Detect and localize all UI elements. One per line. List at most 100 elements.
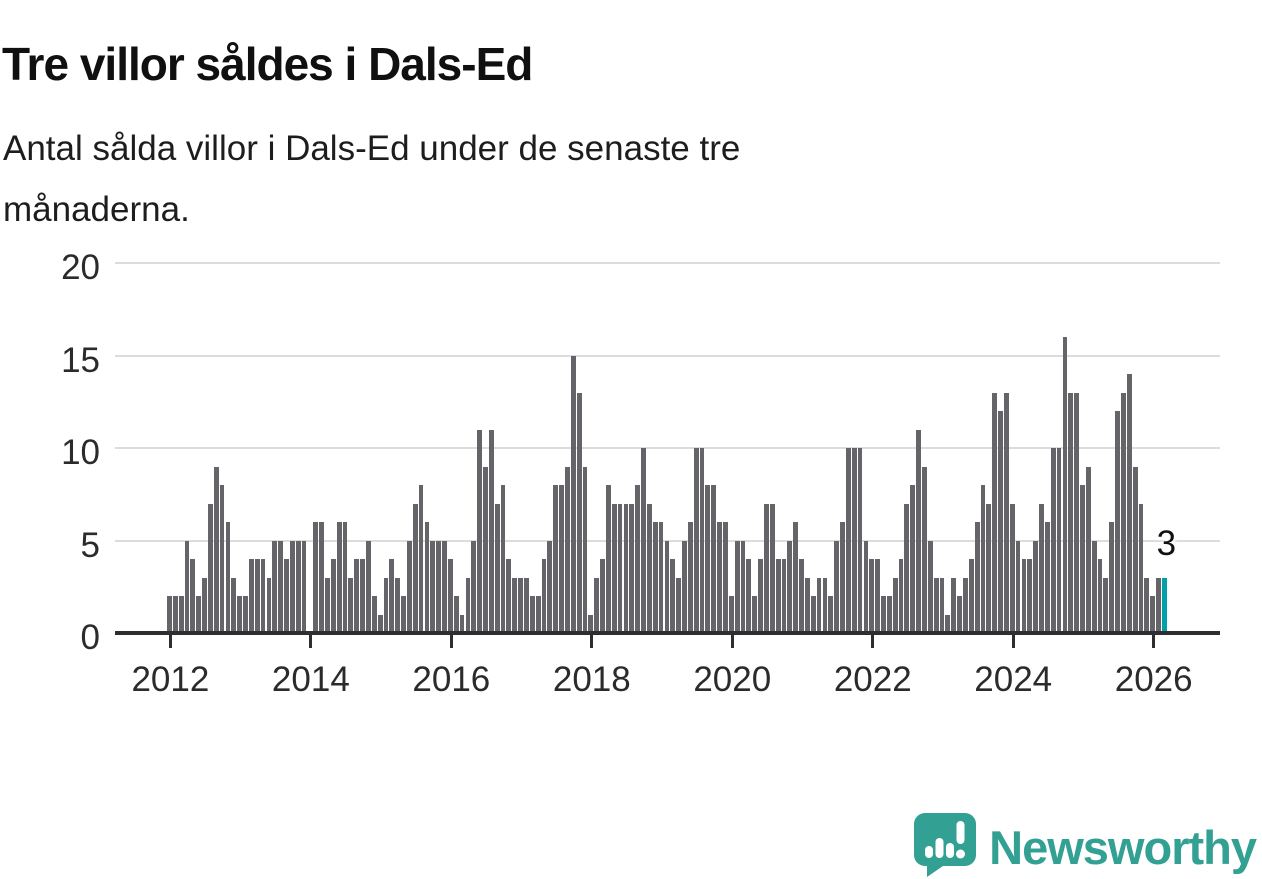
bar — [535, 596, 541, 633]
bar — [781, 559, 787, 633]
bar — [553, 485, 559, 633]
gridline-y-15 — [115, 354, 1220, 357]
bar — [957, 596, 962, 633]
bar — [202, 577, 207, 633]
bar — [1039, 503, 1044, 633]
bar — [869, 559, 875, 633]
bar — [939, 577, 945, 633]
bar — [793, 522, 799, 633]
bar — [319, 522, 324, 633]
bar — [875, 559, 880, 633]
bar — [565, 466, 570, 633]
bar — [1103, 577, 1109, 633]
y-axis-label-20: 20 — [61, 248, 100, 287]
bar — [442, 540, 447, 633]
bar — [886, 596, 892, 633]
bar — [1056, 448, 1062, 633]
x-axis-line — [115, 631, 1220, 635]
bar — [717, 522, 722, 633]
y-axis-label-5: 5 — [80, 525, 100, 565]
bar — [828, 596, 834, 633]
bar — [184, 540, 190, 633]
bar — [1115, 411, 1120, 633]
last-bar-value-label: 3 — [1156, 523, 1177, 563]
bar — [1027, 559, 1033, 633]
x-tick-2024 — [1011, 633, 1015, 648]
bar — [1050, 448, 1056, 633]
bar — [178, 596, 184, 633]
x-tick-2012 — [168, 633, 172, 648]
bar — [974, 522, 980, 633]
bar — [1144, 577, 1150, 633]
bar — [804, 577, 810, 633]
bar — [968, 559, 974, 633]
bar — [219, 485, 225, 633]
bar — [711, 485, 717, 633]
bar — [816, 577, 822, 633]
bar — [424, 522, 430, 633]
bar — [500, 485, 506, 633]
bar — [278, 540, 283, 633]
bar — [588, 614, 594, 633]
bar — [664, 540, 670, 633]
bar — [787, 540, 793, 633]
bar — [910, 485, 916, 633]
newsworthy-logo: Newsworthy — [913, 812, 1257, 879]
bar — [1068, 392, 1074, 633]
bar — [916, 429, 921, 633]
bar — [863, 540, 869, 633]
y-axis-label-0: 0 — [80, 618, 100, 657]
y-axis-label-10: 10 — [61, 433, 100, 472]
bar — [687, 522, 693, 633]
page-title: Tre villor såldes i Dals-Ed — [2, 37, 533, 90]
x-axis-label-2018: 2018 — [552, 660, 631, 699]
bar — [652, 522, 658, 633]
bar — [477, 429, 482, 633]
bar — [658, 522, 664, 633]
bar — [822, 577, 828, 633]
bar — [342, 522, 348, 633]
bar — [1021, 559, 1027, 633]
bar — [600, 559, 605, 633]
gridline-y-20 — [115, 262, 1220, 264]
bar — [436, 540, 442, 633]
bar — [1033, 540, 1039, 633]
bar — [723, 522, 728, 633]
bar — [248, 559, 254, 633]
bar — [933, 577, 939, 633]
bar — [1074, 392, 1079, 633]
bar — [483, 466, 488, 633]
bar — [231, 577, 237, 633]
bar — [1062, 337, 1068, 633]
bar — [1097, 559, 1103, 633]
bar — [758, 559, 763, 633]
newsworthy-bar-chart-speech-bubble-icon — [913, 812, 977, 879]
bar — [623, 503, 629, 633]
bar — [1138, 503, 1144, 633]
bar — [775, 559, 781, 633]
bar — [752, 596, 758, 633]
bar — [406, 540, 412, 633]
bar — [927, 540, 933, 633]
bar — [301, 540, 307, 633]
bar — [594, 577, 600, 633]
bar — [360, 559, 365, 633]
bar — [1150, 596, 1156, 633]
bar — [617, 503, 623, 633]
bar — [629, 503, 635, 633]
bar — [881, 596, 886, 633]
bar — [313, 522, 319, 633]
bar — [611, 503, 617, 633]
bar — [764, 503, 769, 633]
x-axis-label-2014: 2014 — [271, 660, 350, 699]
bar — [646, 503, 652, 633]
bar — [289, 540, 295, 633]
chart-subtitle: Antal sålda villor i Dals-Ed under de se… — [3, 118, 740, 240]
bar — [494, 503, 500, 633]
x-tick-2018 — [590, 633, 594, 648]
bar — [377, 614, 383, 633]
bar — [348, 577, 354, 633]
bar — [547, 540, 553, 633]
bar — [635, 485, 641, 633]
bar — [529, 596, 535, 633]
